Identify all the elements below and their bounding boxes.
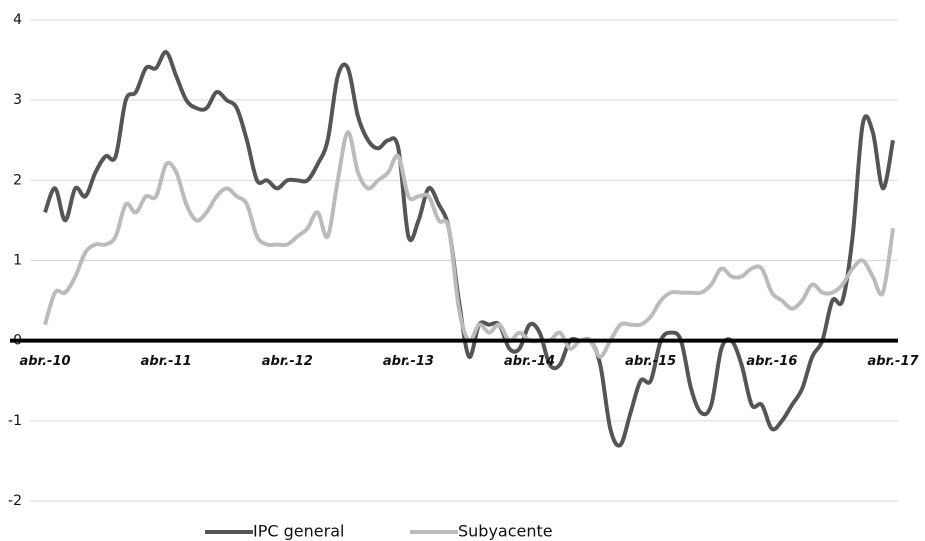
x-tick-label: abr.-15 xyxy=(625,354,676,369)
x-tick-label: abr.-12 xyxy=(262,354,313,369)
series-line xyxy=(43,50,895,448)
x-tick-label: abr.-17 xyxy=(867,354,919,369)
y-tick-label: 2 xyxy=(13,172,22,188)
y-tick-label: -1 xyxy=(8,413,22,429)
legend-label: IPC general xyxy=(253,522,344,541)
legend-label: Subyacente xyxy=(458,522,553,541)
series-line xyxy=(43,130,895,359)
y-tick-label: 4 xyxy=(13,12,22,28)
y-tick-label: 3 xyxy=(13,92,22,108)
x-tick-label: abr.-10 xyxy=(19,354,70,369)
x-tick-label: abr.-11 xyxy=(141,354,192,369)
y-tick-label: 1 xyxy=(13,253,22,269)
x-tick-label: abr.-14 xyxy=(504,354,555,369)
x-tick-label: abr.-13 xyxy=(383,354,434,369)
x-tick-label: abr.-16 xyxy=(746,354,797,369)
y-tick-label: -2 xyxy=(8,493,22,509)
